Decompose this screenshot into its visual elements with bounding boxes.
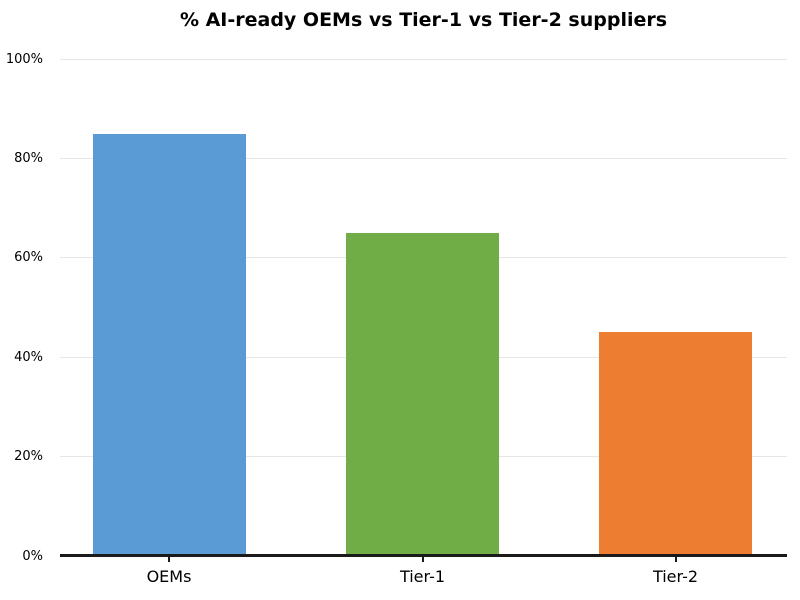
bar-oems [92,133,246,556]
y-axis-tick-label: 40% [14,349,43,365]
y-axis-tick-label: 60% [14,250,43,266]
y-axis-tick-label: 80% [14,150,43,166]
x-axis-category-label: Tier-2 [652,567,699,586]
plot-area: 0% 20% 40% 60% 80% 100% OEMs Tier-1 Tier-2 [6,53,787,586]
gridline-80 [60,157,787,159]
x-axis-category-label: Tier-1 [399,567,446,586]
x-axis-line [60,554,787,557]
y-axis-tick-label: 100% [5,51,43,67]
x-axis-tick-mark [421,556,424,562]
x-axis-category-label: OEMs [146,567,192,586]
y-axis-tick-label: 20% [14,449,43,465]
y-axis-tick-label: 0% [22,548,43,564]
bar-tier-1 [346,232,499,556]
bar-tier-2 [599,332,752,556]
gridline-100 [60,58,787,60]
x-axis-tick-mark [168,556,170,562]
x-axis-tick-mark [674,556,677,562]
chart-title: % AI-ready OEMs vs Tier-1 vs Tier-2 supp… [179,9,668,31]
